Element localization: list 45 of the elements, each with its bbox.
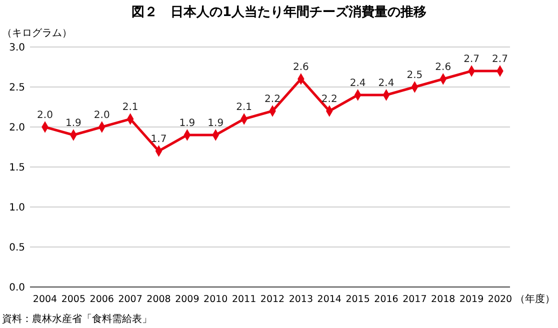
x-tick-label: 2020: [488, 294, 512, 305]
y-tick-label: 2.0: [9, 122, 25, 134]
x-tick-label: 2017: [402, 294, 427, 305]
data-label: 1.7: [150, 134, 167, 145]
data-label: 2.5: [406, 70, 423, 81]
data-label: 2.0: [37, 110, 53, 121]
y-tick-label: 0.0: [9, 282, 25, 294]
x-axis-title: （年度）: [515, 293, 555, 305]
x-tick-label: 2019: [459, 294, 484, 305]
x-tick-label: 2011: [232, 294, 256, 305]
data-label: 2.7: [492, 54, 508, 65]
x-tick-label: 2014: [317, 294, 342, 305]
x-tick-label: 2018: [431, 294, 456, 305]
x-tick-label: 2012: [260, 294, 285, 305]
data-label: 2.2: [264, 94, 280, 105]
x-tick-label: 2015: [346, 294, 370, 305]
data-label: 1.9: [179, 118, 196, 129]
chart-title: 図２ 日本人の1人当たり年間チーズ消費量の推移: [131, 5, 427, 20]
y-tick-label: 2.5: [9, 82, 25, 94]
x-tick-label: 2006: [90, 294, 114, 305]
data-label: 1.9: [208, 118, 224, 129]
data-label: 2.0: [94, 110, 110, 121]
x-tick-label: 2007: [118, 294, 142, 305]
text: 資料：農林水産省「食料需給表」: [2, 313, 152, 325]
data-label: 2.6: [435, 62, 452, 73]
x-tick-label: 2016: [374, 294, 398, 305]
data-label: 2.4: [350, 78, 366, 89]
y-axis-title: （キログラム）: [2, 28, 72, 39]
y-tick-label: 0.5: [9, 242, 25, 254]
y-tick-label: 1.0: [9, 202, 25, 214]
data-label: 2.6: [292, 62, 309, 73]
y-tick-label: 3.0: [9, 42, 25, 54]
y-tick-label: 1.5: [9, 162, 25, 174]
data-label: 2.1: [122, 102, 138, 113]
x-tick-label: 2013: [288, 294, 314, 305]
x-tick-label: 2008: [146, 294, 171, 305]
x-tick-label: 2010: [204, 294, 228, 305]
data-label: 2.2: [321, 94, 338, 105]
x-tick-label: 2009: [175, 294, 200, 305]
data-label: 2.4: [378, 78, 394, 89]
data-label: 1.9: [65, 118, 82, 129]
x-tick-label: 2005: [61, 294, 86, 305]
data-label: 2.7: [464, 54, 480, 65]
x-tick-label: 2004: [32, 294, 58, 305]
data-label: 2.1: [236, 102, 252, 113]
